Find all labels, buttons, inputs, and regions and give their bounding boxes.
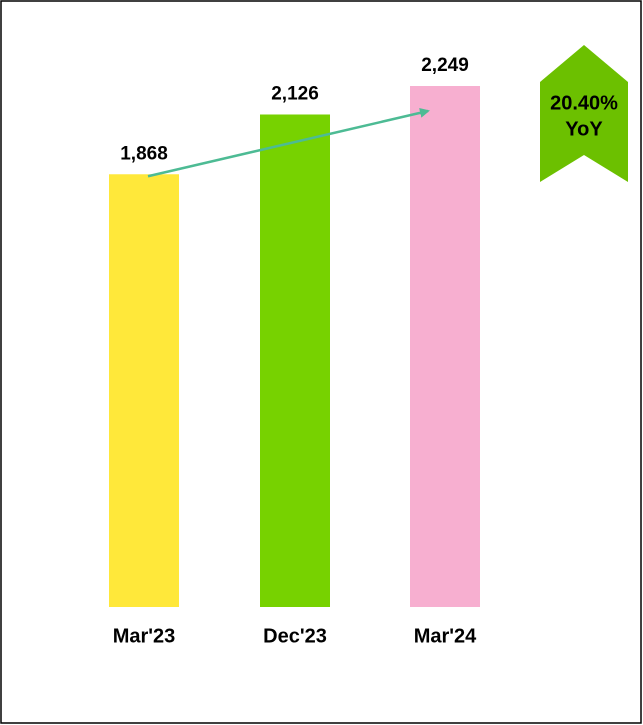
x-tick-label: Mar'23 bbox=[113, 625, 176, 647]
trend-arrow bbox=[147, 107, 430, 178]
badge-text: 20.40% bbox=[550, 92, 618, 114]
x-tick-label: Dec'23 bbox=[263, 625, 327, 647]
badge-text: YoY bbox=[565, 118, 603, 140]
bar bbox=[260, 114, 330, 608]
yoy-badge bbox=[540, 45, 628, 182]
x-tick-label: Mar'24 bbox=[414, 625, 477, 647]
value-label: 1,868 bbox=[120, 143, 168, 164]
value-label: 2,249 bbox=[421, 55, 469, 76]
value-label: 2,126 bbox=[271, 84, 319, 105]
bar bbox=[109, 174, 179, 607]
bar bbox=[410, 86, 480, 607]
